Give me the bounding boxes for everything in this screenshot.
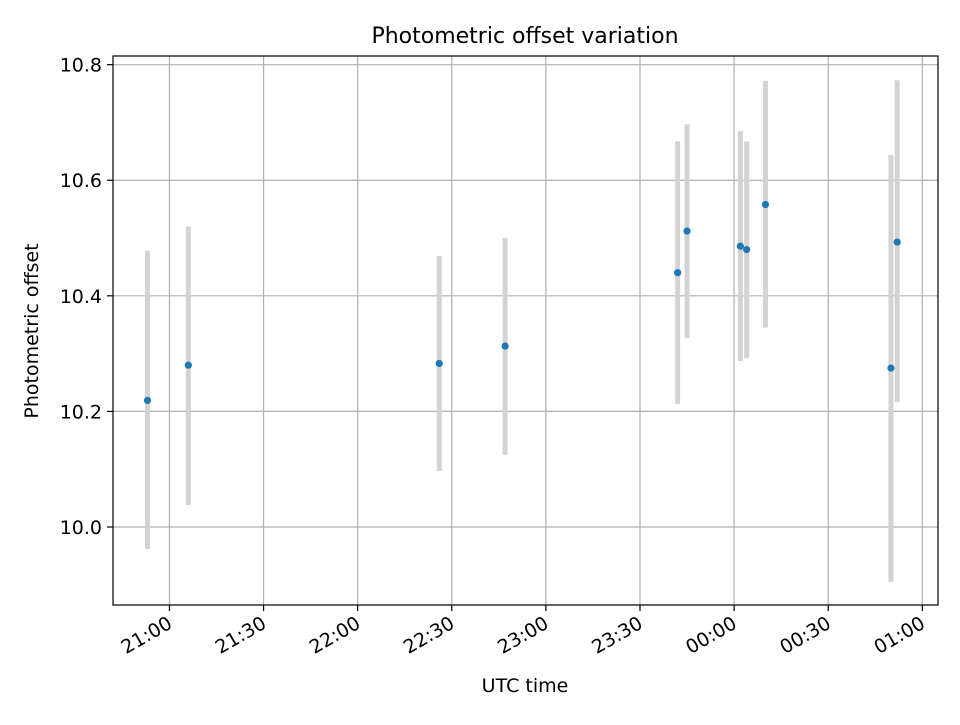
y-axis-label: Photometric offset bbox=[21, 243, 43, 418]
chart-title: Photometric offset variation bbox=[371, 24, 678, 49]
data-point bbox=[184, 361, 192, 369]
x-axis-label: UTC time bbox=[482, 675, 569, 697]
y-tick-label: 10.8 bbox=[60, 55, 102, 77]
data-point bbox=[143, 396, 152, 405]
data-point bbox=[736, 242, 744, 250]
data-point bbox=[887, 364, 895, 372]
data-point bbox=[761, 200, 770, 209]
plot-frame bbox=[112, 55, 939, 606]
data-point bbox=[501, 342, 509, 350]
data-point bbox=[893, 238, 901, 246]
y-tick-label: 10.4 bbox=[60, 286, 102, 308]
y-tick-label: 10.2 bbox=[60, 401, 102, 423]
data-point bbox=[435, 359, 443, 368]
y-tick-label: 10.6 bbox=[60, 170, 102, 192]
y-tick-label: 10.0 bbox=[60, 517, 102, 539]
data-point bbox=[683, 227, 691, 235]
grid-layer bbox=[113, 56, 938, 605]
point-layer bbox=[143, 200, 901, 405]
data-point bbox=[743, 245, 751, 254]
data-point bbox=[674, 269, 682, 277]
